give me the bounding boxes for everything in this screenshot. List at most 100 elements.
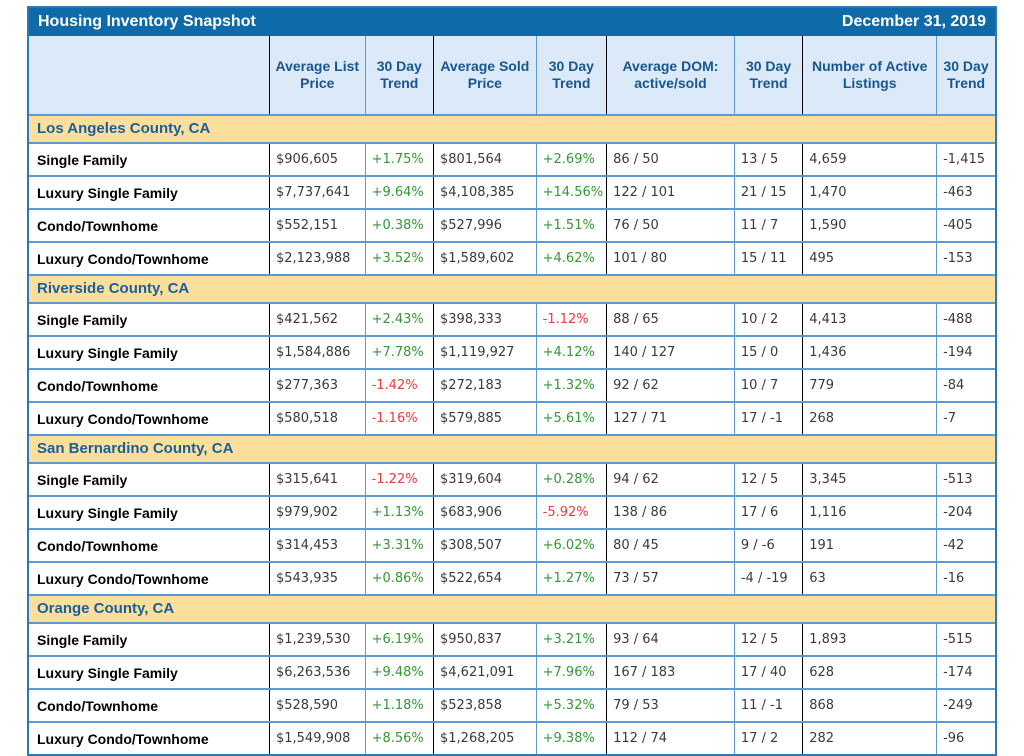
list-price-trend-cell: +1.13% — [364, 495, 434, 529]
list-price-trend-cell: +3.31% — [364, 528, 434, 562]
table-row: Single Family $1,239,530 +6.19% $950,837 +3.… — [29, 622, 995, 656]
dom-cell: 101 / 80 — [606, 241, 735, 275]
listings-trend-cell: -7 — [936, 401, 995, 435]
row-label-cell: Condo/Townhome — [29, 688, 270, 722]
listings-trend-cell: -488 — [936, 302, 995, 336]
column-header-listings-trend: 30 Day Trend — [936, 36, 995, 115]
column-header-list-trend: 30 Day Trend — [364, 36, 434, 115]
table-row: Luxury Single Family $6,263,536 +9.48% $4,6… — [29, 655, 995, 689]
avg-list-price-cell: $1,584,886 — [268, 335, 366, 369]
dom-cell: 93 / 64 — [606, 622, 735, 656]
row-label-cell: Luxury Condo/Townhome — [29, 721, 270, 754]
sold-price-trend-cell: +3.21% — [535, 622, 607, 656]
column-header-avg-list-price: Average List Price — [268, 36, 366, 115]
row-label-cell: Luxury Single Family — [29, 175, 270, 209]
active-listings-cell: 495 — [802, 241, 937, 275]
sold-price-trend-cell: +1.51% — [535, 208, 607, 242]
dom-cell: 76 / 50 — [606, 208, 735, 242]
active-listings-cell: 268 — [802, 401, 937, 435]
avg-sold-price-cell: $4,621,091 — [433, 655, 537, 689]
active-listings-cell: 191 — [802, 528, 937, 562]
avg-sold-price-cell: $579,885 — [433, 401, 537, 435]
avg-sold-price-cell: $398,333 — [433, 302, 537, 336]
dom-trend-cell: 11 / 7 — [733, 208, 803, 242]
dom-trend-cell: 10 / 7 — [733, 368, 803, 402]
active-listings-cell: 779 — [802, 368, 937, 402]
row-label-cell: Condo/Townhome — [29, 368, 270, 402]
dom-cell: 138 / 86 — [606, 495, 735, 529]
column-header-active-listings: Number of Active Listings — [802, 36, 937, 115]
avg-sold-price-cell: $319,604 — [433, 462, 537, 496]
dom-trend-cell: 17 / 2 — [733, 721, 803, 754]
dom-cell: 88 / 65 — [606, 302, 735, 336]
avg-sold-price-cell: $1,119,927 — [433, 335, 537, 369]
active-listings-cell: 1,436 — [802, 335, 937, 369]
column-header-dom-trend: 30 Day Trend — [733, 36, 803, 115]
avg-sold-price-cell: $523,858 — [433, 688, 537, 722]
column-header-avg-dom: Average DOM: active/sold — [606, 36, 735, 115]
row-label-cell: Luxury Condo/Townhome — [29, 561, 270, 595]
active-listings-cell: 4,659 — [802, 142, 937, 176]
sold-price-trend-cell: +7.96% — [535, 655, 607, 689]
dom-trend-cell: 21 / 15 — [733, 175, 803, 209]
table-row: Single Family $906,605 +1.75% $801,564 +2.69… — [29, 142, 995, 176]
avg-sold-price-cell: $950,837 — [433, 622, 537, 656]
row-label-cell: Luxury Condo/Townhome — [29, 241, 270, 275]
avg-sold-price-cell: $4,108,385 — [433, 175, 537, 209]
active-listings-cell: 4,413 — [802, 302, 937, 336]
listings-trend-cell: -513 — [936, 462, 995, 496]
sold-price-trend-cell: +4.62% — [535, 241, 607, 275]
listings-trend-cell: -153 — [936, 241, 995, 275]
dom-trend-cell: 13 / 5 — [733, 142, 803, 176]
listings-trend-cell: -515 — [936, 622, 995, 656]
dom-trend-cell: -4 / -19 — [733, 561, 803, 595]
list-price-trend-cell: +7.78% — [364, 335, 434, 369]
dom-cell: 80 / 45 — [606, 528, 735, 562]
section-title: San Bernardino County, CA — [29, 434, 995, 464]
section-title: Riverside County, CA — [29, 274, 995, 304]
section-header-row: Los Angeles County, CA — [29, 114, 995, 144]
section-header-row: Orange County, CA — [29, 594, 995, 624]
avg-sold-price-cell: $1,589,602 — [433, 241, 537, 275]
listings-trend-cell: -204 — [936, 495, 995, 529]
avg-list-price-cell: $1,549,908 — [268, 721, 366, 754]
active-listings-cell: 282 — [802, 721, 937, 754]
list-price-trend-cell: -1.42% — [364, 368, 434, 402]
list-price-trend-cell: +1.75% — [364, 142, 434, 176]
dom-cell: 127 / 71 — [606, 401, 735, 435]
listings-trend-cell: -42 — [936, 528, 995, 562]
row-label-cell: Luxury Single Family — [29, 655, 270, 689]
dom-trend-cell: 12 / 5 — [733, 462, 803, 496]
dom-cell: 86 / 50 — [606, 142, 735, 176]
listings-trend-cell: -84 — [936, 368, 995, 402]
table-row: Condo/Townhome $552,151 +0.38% $527,996 +1.5… — [29, 208, 995, 242]
housing-inventory-report: Housing Inventory Snapshot December 31, … — [27, 6, 997, 756]
dom-cell: 167 / 183 — [606, 655, 735, 689]
sold-price-trend-cell: -1.12% — [535, 302, 607, 336]
column-header-blank — [29, 36, 270, 115]
section-title: Los Angeles County, CA — [29, 114, 995, 144]
active-listings-cell: 1,116 — [802, 495, 937, 529]
avg-list-price-cell: $552,151 — [268, 208, 366, 242]
table-row: Condo/Townhome $314,453 +3.31% $308,507 +6.0… — [29, 528, 995, 562]
row-label-cell: Single Family — [29, 142, 270, 176]
avg-sold-price-cell: $272,183 — [433, 368, 537, 402]
active-listings-cell: 1,893 — [802, 622, 937, 656]
active-listings-cell: 3,345 — [802, 462, 937, 496]
dom-trend-cell: 15 / 0 — [733, 335, 803, 369]
avg-sold-price-cell: $527,996 — [433, 208, 537, 242]
avg-list-price-cell: $1,239,530 — [268, 622, 366, 656]
report-date: December 31, 2019 — [841, 13, 986, 30]
sold-price-trend-cell: +6.02% — [535, 528, 607, 562]
sold-price-trend-cell: +1.32% — [535, 368, 607, 402]
dom-cell: 112 / 74 — [606, 721, 735, 754]
page-title: Housing Inventory Snapshot — [38, 13, 256, 30]
row-label-cell: Luxury Condo/Townhome — [29, 401, 270, 435]
list-price-trend-cell: +2.43% — [364, 302, 434, 336]
table-row: Luxury Single Family $7,737,641 +9.64% $4,1… — [29, 175, 995, 209]
column-header-sold-trend: 30 Day Trend — [535, 36, 607, 115]
table-row: Single Family $315,641 -1.22% $319,604 +0.28… — [29, 462, 995, 496]
avg-list-price-cell: $543,935 — [268, 561, 366, 595]
row-label-cell: Single Family — [29, 622, 270, 656]
section-header-row: San Bernardino County, CA — [29, 434, 995, 464]
